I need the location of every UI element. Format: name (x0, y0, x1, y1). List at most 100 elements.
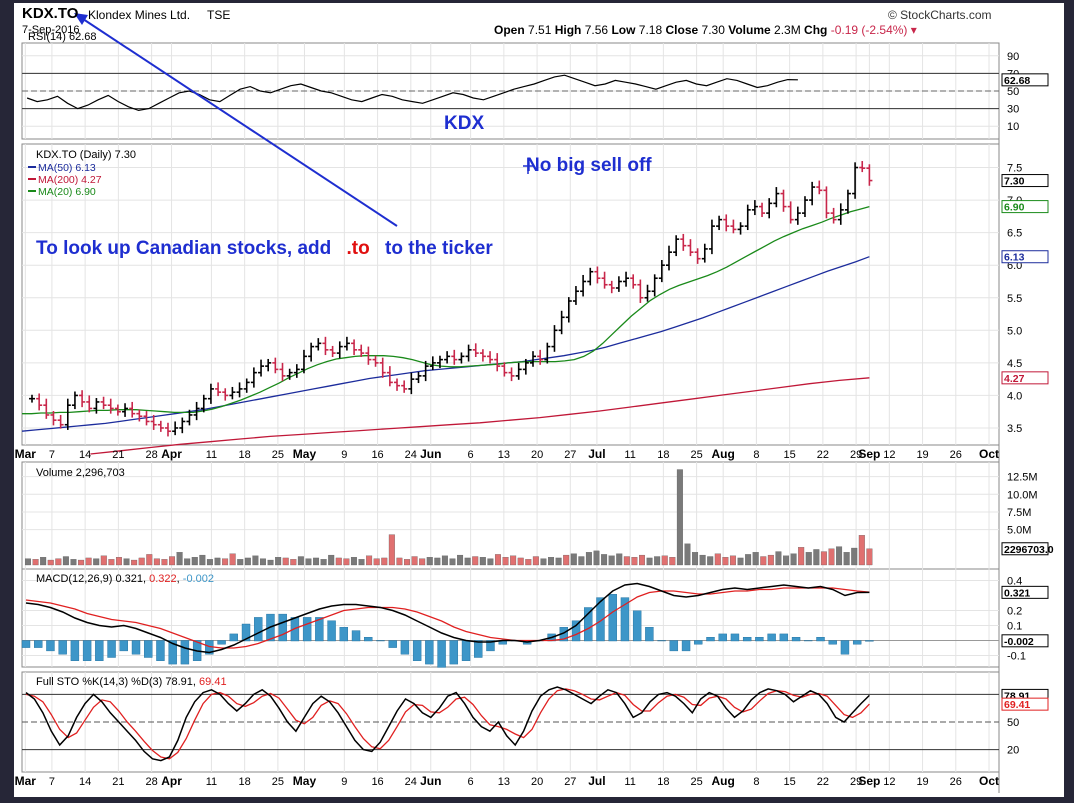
xlabel-bottom-20: 18 (657, 776, 669, 788)
price-bar (243, 378, 250, 393)
volume-bar (585, 552, 592, 566)
macd-hist-bar (254, 617, 263, 642)
volume-bar (169, 556, 176, 566)
price-bar (844, 189, 851, 214)
volume-bar (381, 557, 388, 566)
xlabel-top-17: 27 (564, 449, 576, 461)
tick-price-6: 4.5 (1007, 358, 1022, 370)
volume-bar (760, 556, 767, 566)
volume-bar (366, 555, 373, 566)
price-bar (472, 343, 479, 358)
volume-bar (184, 558, 191, 566)
price-bar (186, 409, 193, 426)
sto-title-part-0: Full STO %K(14,3) %D(3) 78.91, (36, 676, 199, 688)
macd-last-1: -0.002 (1004, 636, 1034, 648)
price-bar (200, 394, 207, 413)
price-bar (823, 186, 830, 219)
xlabel-top-18: Jul (588, 447, 605, 461)
low-label: Low (611, 23, 636, 37)
xlabel-bottom-8: 25 (272, 776, 284, 788)
xlabel-top-0: Mar (15, 447, 37, 461)
xlabel-top-6: 11 (206, 449, 217, 461)
no-sell-off-annotation: No big sell off (526, 155, 652, 176)
price-last-2-box (1001, 250, 1049, 264)
macd-hist-bar (461, 640, 471, 661)
price-bar (43, 398, 50, 419)
xlabel-top-27: Sep (858, 447, 880, 461)
xlabel-top-14: 6 (468, 449, 474, 461)
tick-price-4: 5.5 (1007, 293, 1022, 305)
volume-bar (350, 557, 357, 566)
macd-hist-bar (620, 597, 630, 642)
volume-bar (487, 558, 494, 566)
exchange: TSE (207, 8, 231, 22)
price-bar (172, 421, 179, 436)
price-bar (129, 401, 136, 418)
macd-title-part-1: 0.322 (149, 573, 177, 585)
price-bar (852, 162, 859, 199)
price-bar (114, 404, 121, 416)
tick-vol-0: 12.5M (1007, 472, 1038, 484)
chart-date: 7-Sep-2016 (22, 24, 80, 36)
volume-bar (828, 548, 835, 566)
volume-bar (313, 557, 320, 566)
volume-last-value: 2296703.0 (1004, 544, 1054, 556)
volume-bar (131, 559, 138, 566)
volume-bar (388, 534, 395, 566)
price-bar (494, 353, 501, 372)
volume-bar (373, 558, 380, 566)
volume-bar (548, 557, 555, 566)
price-bar (444, 351, 451, 364)
volume-bar (532, 556, 539, 566)
volume-bar (540, 558, 547, 566)
macd-hist-bar (339, 627, 349, 642)
close-label: Close (665, 23, 699, 37)
price-bar (673, 235, 680, 257)
ma50-line (21, 256, 870, 432)
price-bar (751, 200, 758, 216)
xlabel-top-4: 28 (145, 449, 157, 461)
xlabel-bottom-25: 22 (817, 776, 829, 788)
macd-hist-bar (449, 640, 459, 665)
price-bar (29, 394, 35, 403)
macd-hist-bar (376, 640, 385, 642)
tick-rsi-0: 90 (1007, 51, 1019, 63)
price-bar (809, 181, 816, 206)
macd-hist-bar (694, 640, 703, 645)
volume-bar (517, 557, 524, 566)
volume-bar (343, 558, 350, 566)
canadian-tip-text-2: to the ticker (385, 238, 493, 259)
rsi-line (26, 74, 798, 112)
volume-bar (843, 552, 850, 566)
sto-last-1-box (1001, 697, 1049, 711)
volume-bar (32, 559, 39, 566)
volume-bar (646, 557, 653, 566)
macd-hist-bar (437, 640, 446, 668)
xlabel-top-16: 20 (531, 449, 543, 461)
volume-title: Volume 2,296,703 (36, 467, 125, 479)
volume-last-value-box (1001, 542, 1049, 556)
volume-bar (601, 554, 608, 566)
xlabel-top-22: Aug (712, 447, 735, 461)
price-bar (587, 267, 594, 286)
price-last-3-box (1001, 371, 1049, 385)
volume-bar (146, 554, 153, 566)
volume-bar (404, 559, 410, 566)
macd-hist-bar (412, 640, 422, 661)
macd-title-part-3: -0.002 (183, 573, 214, 585)
price-bar (558, 310, 565, 335)
macd-hist-bar (278, 613, 287, 642)
high-label: High (554, 23, 582, 37)
price-title: KDX.TO (Daily) 7.30 (36, 149, 136, 161)
price-bar (193, 401, 200, 421)
macd-line (25, 582, 870, 654)
macd-hist-bar (657, 640, 666, 642)
macd-hist-bar (400, 640, 410, 655)
price-bar (164, 422, 171, 437)
rsi-last-value-box (1001, 73, 1049, 87)
macd-hist-bar (804, 640, 813, 642)
volume-bar (62, 556, 69, 566)
ma20-line (22, 205, 870, 415)
price-bar (408, 372, 415, 395)
